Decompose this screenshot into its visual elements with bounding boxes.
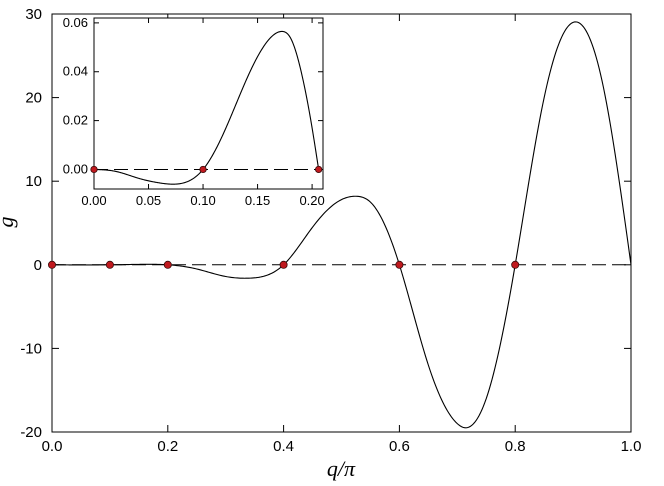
inset-x-tick-label: 0.10	[190, 193, 215, 208]
inset-plot: 0.00 0.05 0.10 0.15 0.20 0.00 0.02 0.04 0.06	[63, 15, 325, 208]
y-tick-label: -10	[20, 340, 42, 357]
x-tick-label: 1.0	[621, 438, 642, 455]
zero-marker	[48, 260, 57, 269]
x-tick-label: 0.6	[389, 438, 410, 455]
inset-g-curve	[93, 30, 320, 185]
zero-marker	[511, 260, 520, 269]
inset-y-tick-label: 0.02	[63, 113, 88, 128]
inset-zero-marker	[90, 165, 98, 174]
inset-zero-marker	[199, 165, 207, 174]
inset-x-tick-label: 0.20	[299, 193, 324, 208]
inset-y-tick-label: 0.00	[63, 161, 88, 176]
inset-x-tick-label: 0.00	[81, 193, 106, 208]
x-tick-label: 0.4	[273, 438, 294, 455]
y-tick-label: 10	[25, 173, 42, 190]
y-tick-label: -20	[20, 424, 42, 441]
x-tick-label: 0.8	[505, 438, 526, 455]
inset-y-tick-label: 0.06	[63, 15, 88, 30]
y-tick-label: 30	[25, 6, 42, 23]
inset-x-tick-label: 0.15	[245, 193, 270, 208]
zero-marker	[395, 260, 404, 269]
x-tick-label: 0.2	[157, 438, 178, 455]
y-tick-label: 20	[25, 90, 42, 107]
zero-marker	[279, 260, 288, 269]
x-tick-label: 0.0	[42, 438, 63, 455]
x-axis-label: q/π	[327, 456, 356, 481]
inset-plot-frame	[93, 17, 324, 190]
zero-marker	[163, 260, 172, 269]
inset-x-tick-label: 0.05	[136, 193, 161, 208]
g-curve	[51, 21, 632, 429]
y-axis-label: g	[0, 217, 18, 228]
zero-marker	[105, 260, 114, 269]
y-tick-label: 0	[34, 257, 42, 274]
inset-y-tick-label: 0.04	[63, 64, 88, 79]
inset-zero-marker	[315, 165, 323, 174]
